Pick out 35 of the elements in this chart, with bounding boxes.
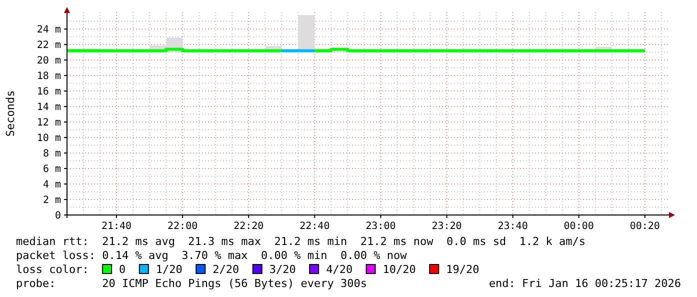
- text: 4/20: [326, 263, 353, 276]
- text: 10/20: [382, 263, 416, 276]
- y-tick-label: 4 m: [42, 180, 61, 191]
- text: 0: [119, 263, 126, 276]
- x-tick-label: 22:40: [300, 221, 330, 232]
- y-tick-label: 24 m: [36, 24, 61, 36]
- x-tick-label: 23:00: [366, 221, 396, 232]
- text: packet loss: 0.14 % avg 3.70 % max 0.00 % min 0.00 % now: [16, 249, 408, 262]
- text: 2/20: [212, 263, 240, 276]
- text: 3/20: [269, 263, 296, 276]
- x-tick-label: 00:20: [630, 221, 660, 232]
- y-tick-label: 0: [54, 210, 61, 222]
- text: loss color:: [16, 263, 89, 276]
- text: 1/20: [156, 263, 182, 276]
- y-tick-label: 22 m: [36, 40, 61, 52]
- y-tick-label: 10 m: [36, 133, 61, 144]
- text: 19/20: [446, 263, 480, 276]
- x-tick-label: 23:40: [498, 221, 528, 232]
- y-tick-label: 18 m: [36, 71, 61, 82]
- text: probe: 20 ICMP Echo Pings (56 Bytes) every 300s: [16, 277, 367, 290]
- x-tick-label: 22:00: [168, 221, 198, 232]
- y-tick-label: 2 m: [42, 195, 61, 206]
- x-tick-label: 00:00: [564, 221, 594, 232]
- y-tick-label: 14 m: [36, 102, 61, 114]
- y-axis-title: Seconds: [4, 90, 17, 137]
- text: end: Fri Jan 16 00:25:17 2026: [488, 277, 681, 290]
- x-tick-label: 23:20: [432, 221, 462, 232]
- x-tick-label: 22:20: [234, 221, 264, 232]
- x-tick-label: 21:40: [101, 221, 132, 232]
- y-tick-label: 12 m: [36, 118, 61, 129]
- y-tick-label: 8 m: [42, 148, 61, 160]
- text: median rtt: 21.2 ms avg 21.3 ms max 21.2 ms min 21.2 ms now 0.0 ms sd 1.2 k am/s: [16, 235, 586, 248]
- y-tick-label: 16 m: [36, 86, 61, 98]
- y-tick-label: 20 m: [36, 56, 61, 67]
- y-tick-label: 6 m: [42, 164, 61, 176]
